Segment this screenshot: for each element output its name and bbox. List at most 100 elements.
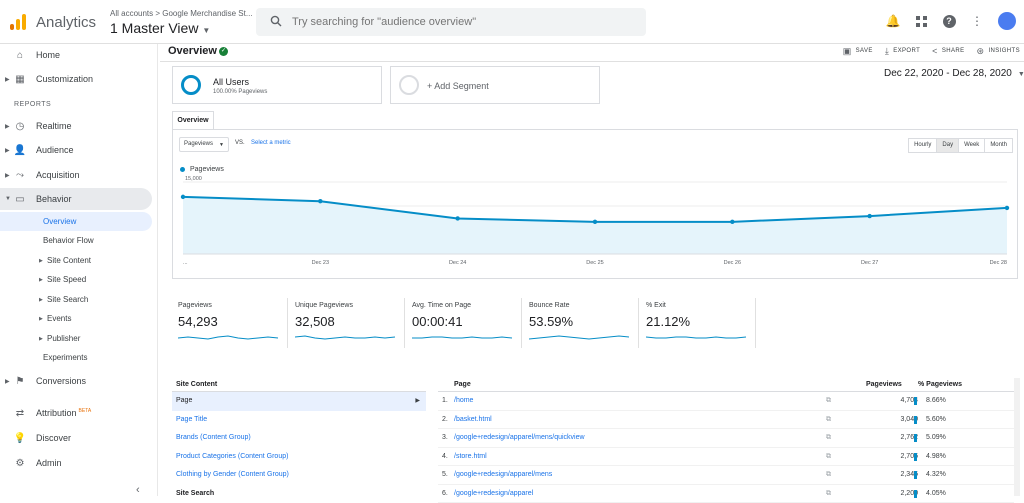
row-page-link[interactable]: /google+redesign/apparel/mens: [454, 471, 552, 478]
external-link-icon[interactable]: ⧉: [826, 434, 831, 442]
date-range-picker[interactable]: Dec 22, 2020 - Dec 28, 2020▼: [884, 68, 1024, 79]
chevron-down-icon: ▼: [202, 26, 210, 35]
collapse-sidebar-icon[interactable]: ‹: [136, 484, 140, 496]
share-button[interactable]: <SHARE: [932, 46, 964, 56]
row-page-link[interactable]: /home: [454, 397, 473, 404]
row-page-link[interactable]: /basket.html: [454, 416, 492, 423]
search-input[interactable]: [292, 13, 632, 31]
table-body: 1. /home ⧉ 4,704 8.66%2. /basket.html ⧉ …: [438, 392, 1014, 503]
sidebar-item-conversions[interactable]: ▶ ⚑ Conversions: [0, 370, 152, 392]
scorecard[interactable]: Unique Pageviews 32,508: [289, 298, 405, 348]
data-point[interactable]: [181, 195, 185, 199]
search-bar[interactable]: [256, 8, 646, 36]
sidebar-sub-publisher[interactable]: ▶ Publisher: [0, 329, 152, 348]
site-content-item-product-categories[interactable]: Product Categories (Content Group): [172, 448, 426, 467]
scorecard-sparkline: [412, 332, 516, 342]
scorecard[interactable]: Avg. Time on Page 00:00:41: [406, 298, 522, 348]
row-index: 2.: [442, 416, 448, 423]
save-button[interactable]: ▣SAVE: [843, 46, 873, 57]
sidebar-sub-overview[interactable]: Overview: [0, 212, 152, 231]
sidebar-item-customization[interactable]: ▶ ▦ Customization: [0, 68, 152, 90]
sidebar-item-discover[interactable]: 💡 Discover: [0, 427, 152, 449]
data-point[interactable]: [1005, 206, 1009, 210]
sidebar-sub-site-speed[interactable]: ▶ Site Speed: [0, 270, 152, 289]
sidebar-item-audience[interactable]: ▶ 👤 Audience: [0, 139, 152, 161]
data-point[interactable]: [318, 199, 322, 203]
sidebar-item-label: Discover: [36, 433, 71, 443]
sidebar-sub-site-content[interactable]: ▶ Site Content: [0, 251, 152, 270]
main-content: Overview ✓ ▣SAVE ⤓EXPORT <SHARE ⊛INSIGHT…: [160, 44, 1024, 496]
data-point[interactable]: [593, 220, 597, 224]
granularity-hourly[interactable]: Hourly: [908, 138, 937, 153]
site-content-item-page[interactable]: Page▶: [172, 392, 426, 411]
scorecard[interactable]: Pageviews 54,293: [172, 298, 288, 348]
sidebar-sub-label: Site Speed: [47, 275, 86, 284]
sidebar-sub-events[interactable]: ▶ Events: [0, 309, 152, 328]
app-name[interactable]: Analytics: [36, 14, 96, 31]
site-content-item-clothing-gender[interactable]: Clothing by Gender (Content Group): [172, 466, 426, 485]
col-pct-pageviews[interactable]: % Pageviews: [918, 381, 962, 388]
report-header: Overview ✓ ▣SAVE ⤓EXPORT <SHARE ⊛INSIGHT…: [160, 44, 1024, 62]
tab-overview[interactable]: Overview: [172, 111, 214, 129]
more-vert-icon[interactable]: ⋮: [970, 14, 984, 28]
analytics-logo-icon[interactable]: [10, 14, 28, 30]
export-button[interactable]: ⤓EXPORT: [885, 46, 920, 57]
segment-all-users[interactable]: All Users 100.00% Pageviews: [172, 66, 382, 104]
col-pageviews[interactable]: Pageviews: [866, 381, 902, 388]
chevron-down-icon: ▼: [219, 142, 224, 148]
add-segment-button[interactable]: + Add Segment: [390, 66, 600, 104]
data-point[interactable]: [867, 214, 871, 218]
metric-select[interactable]: Pageviews▼: [179, 137, 229, 152]
external-link-icon[interactable]: ⧉: [826, 490, 831, 498]
view-selector[interactable]: 1 Master View ▼: [110, 20, 210, 36]
granularity-week[interactable]: Week: [958, 138, 985, 153]
share-icon: <: [932, 46, 938, 56]
legend-dot: [180, 167, 185, 172]
account-path[interactable]: All accounts > Google Merchandise St...: [110, 9, 253, 18]
save-label: SAVE: [856, 48, 873, 54]
sidebar-item-realtime[interactable]: ▶ ◷ Realtime: [0, 115, 152, 137]
data-point[interactable]: [730, 220, 734, 224]
granularity-day[interactable]: Day: [936, 138, 959, 153]
sidebar-sub-behavior-flow[interactable]: Behavior Flow: [0, 231, 152, 250]
granularity-month[interactable]: Month: [984, 138, 1013, 153]
sidebar-sub-label: Site Content: [47, 256, 91, 265]
external-link-icon[interactable]: ⧉: [826, 397, 831, 405]
external-link-icon[interactable]: ⧉: [826, 416, 831, 424]
row-pct: 4.32%: [926, 471, 946, 478]
sidebar-item-home[interactable]: ⌂ Home: [0, 44, 152, 66]
avatar[interactable]: [998, 12, 1016, 30]
row-page-link[interactable]: /store.html: [454, 453, 487, 460]
caret-right-icon: ▶: [5, 123, 10, 130]
person-icon: 👤: [14, 144, 26, 156]
row-page-link[interactable]: /google+redesign/apparel/mens/quickview: [454, 434, 585, 441]
sidebar-item-label: Realtime: [36, 121, 72, 131]
sidebar-item-admin[interactable]: ⚙ Admin: [0, 452, 152, 474]
sidebar-item-label: Customization: [36, 74, 93, 84]
insights-button[interactable]: ⊛INSIGHTS: [977, 46, 1021, 57]
data-point[interactable]: [455, 216, 459, 220]
help-icon[interactable]: ?: [942, 14, 956, 28]
site-content-item-page-title[interactable]: Page Title: [172, 411, 426, 430]
segment-empty-circle-icon: [399, 75, 419, 95]
external-link-icon[interactable]: ⧉: [826, 471, 831, 479]
site-content-item-brands[interactable]: Brands (Content Group): [172, 429, 426, 448]
col-page[interactable]: Page: [454, 381, 471, 388]
sidebar-item-behavior[interactable]: ▼ ▭ Behavior: [0, 188, 152, 210]
row-pct-bar: [914, 490, 917, 498]
table-scrollbar[interactable]: [1014, 378, 1020, 496]
external-link-icon[interactable]: ⧉: [826, 453, 831, 461]
select-metric-link[interactable]: Select a metric: [251, 140, 291, 146]
chevron-down-icon: ▼: [1018, 71, 1024, 78]
granularity-toggle: Hourly Day Week Month: [909, 138, 1013, 153]
scorecard[interactable]: Bounce Rate 53.59%: [523, 298, 639, 348]
sidebar-item-acquisition[interactable]: ▶ ⤳ Acquisition: [0, 164, 152, 186]
bell-icon[interactable]: 🔔: [886, 14, 900, 28]
sidebar-sub-site-search[interactable]: ▶ Site Search: [0, 290, 152, 309]
apps-grid-icon[interactable]: [914, 14, 928, 28]
row-page-link[interactable]: /google+redesign/apparel: [454, 490, 533, 497]
scorecard[interactable]: % Exit 21.12%: [640, 298, 756, 348]
row-index: 3.: [442, 434, 448, 441]
sidebar-sub-experiments[interactable]: Experiments: [0, 348, 152, 367]
